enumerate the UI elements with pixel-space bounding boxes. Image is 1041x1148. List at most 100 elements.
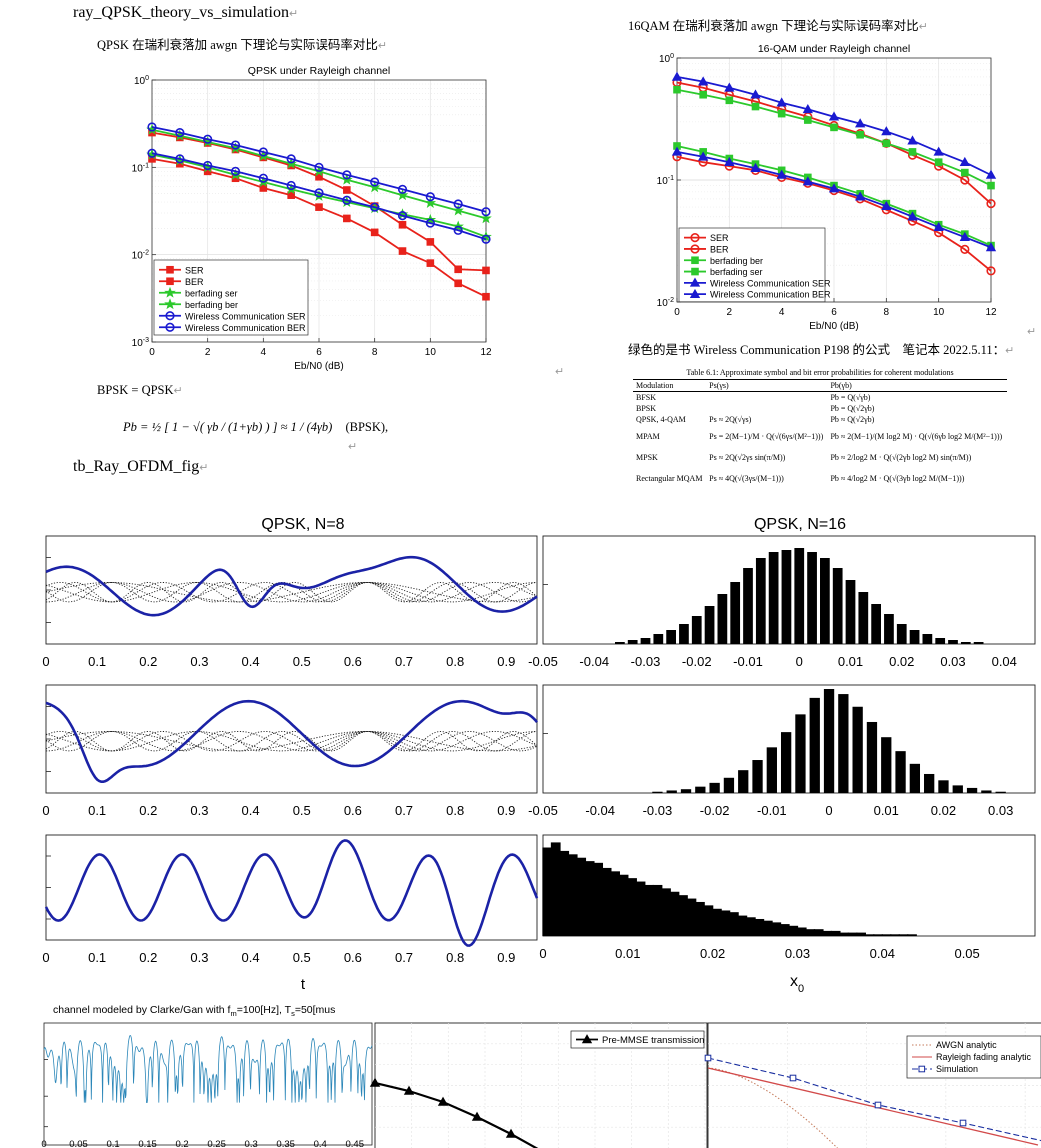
data-point <box>342 170 352 180</box>
histogram-bar <box>703 905 714 936</box>
x-tick-label: 0 <box>149 347 155 358</box>
data-point <box>481 207 491 217</box>
data-point <box>259 184 268 192</box>
histogram-bar <box>695 901 705 936</box>
x-tick-label: 0.5 <box>293 654 311 669</box>
data-point <box>369 1077 381 1087</box>
histogram-bar <box>881 934 892 936</box>
legend-label: Simulation <box>936 1064 978 1074</box>
legend-label: Wireless Communication BER <box>710 290 831 300</box>
histogram-bar <box>856 932 866 936</box>
x-tick-label: -0.02 <box>700 803 730 818</box>
x-tick-label: 0.4 <box>242 654 260 669</box>
legend-marker <box>689 288 701 298</box>
x-tick-label: 0.2 <box>175 1139 188 1148</box>
table-6-1: Table 6.1: Approximate symbol and bit er… <box>633 368 1007 498</box>
y-tick-label: 10-3 <box>132 337 149 349</box>
legend-marker <box>581 1034 593 1044</box>
histogram-bar <box>866 721 878 793</box>
return-mark: ↵ <box>377 40 388 52</box>
subcarrier-trace <box>45 581 538 603</box>
x-tick-label: 0.02 <box>700 946 725 961</box>
data-point <box>426 259 435 267</box>
envelope-trace <box>45 699 538 783</box>
histogram-bar <box>909 763 921 793</box>
data-point <box>985 169 997 179</box>
histogram-bar <box>730 582 741 644</box>
data-point <box>908 148 917 156</box>
y-tick-label: 10-1 <box>132 162 149 174</box>
histogram-bar <box>973 642 984 644</box>
data-point <box>471 1111 483 1121</box>
subcarrier-trace <box>45 730 538 752</box>
x-tick-label: 0.9 <box>497 803 515 818</box>
data-point <box>203 160 213 171</box>
x-tick-label: 0.3 <box>190 950 208 965</box>
data-point <box>830 123 838 132</box>
legend-marker <box>691 256 699 265</box>
histogram-bar <box>909 630 920 644</box>
data-point <box>342 195 352 205</box>
x-tick-label: 0 <box>674 307 680 318</box>
x-tick-label: 0.03 <box>988 803 1013 818</box>
data-point <box>425 192 435 202</box>
histogram-bar <box>890 934 900 936</box>
x-axis-label: Eb/N0 (dB) <box>809 321 858 332</box>
note-text: 绿色的是书 Wireless Communication P198 的公式 笔记… <box>628 343 1006 357</box>
x-tick-label: 0.6 <box>344 654 362 669</box>
legend-label: berfading ser <box>185 288 238 298</box>
doc-heading-ofdm: tb_Ray_OFDM_fig↵ <box>73 458 208 476</box>
data-point <box>776 97 787 107</box>
histogram-bar <box>938 780 949 793</box>
data-point <box>960 244 970 254</box>
table-header-row: Modulation Ps(γs) Pb(γb) <box>633 379 1007 392</box>
doc-heading-theory-vs-simulation: ray_QPSK_theory_vs_simulation↵ <box>73 4 298 22</box>
modulation-table: Modulation Ps(γs) Pb(γb) BFSK Pb = Q(√γb)… <box>633 379 1007 489</box>
histogram-bar <box>796 927 807 936</box>
x-tick-label: 0 <box>42 950 49 965</box>
histogram-bar <box>807 552 817 644</box>
histogram-bar <box>805 929 816 936</box>
data-point <box>315 203 323 211</box>
data-point <box>454 265 462 274</box>
x-tick-label: 8 <box>884 307 890 318</box>
subplot-title: QPSK, N=16 <box>754 516 846 533</box>
legend-marker <box>166 277 174 286</box>
data-point <box>907 135 918 145</box>
table-row: BFSK Pb = Q(√γb) <box>633 392 1007 404</box>
channel-title: channel modeled by Clarke/Gan with fm=10… <box>53 1004 335 1018</box>
histogram-bar <box>717 594 728 644</box>
heading-text: tb_Ray_OFDM_fig <box>73 458 200 475</box>
x-tick-label: 0.2 <box>139 803 157 818</box>
data-point <box>959 156 970 166</box>
data-point <box>704 1054 712 1062</box>
x-tick-label: 0.35 <box>276 1139 295 1148</box>
x-axis-label: t <box>301 976 306 993</box>
return-mark: ↵ <box>555 366 565 378</box>
legend-label: Wireless Communication SER <box>185 311 306 321</box>
histogram-bar <box>884 614 894 644</box>
legend-marker <box>690 233 700 243</box>
histogram-bar <box>896 624 907 644</box>
histogram-bar <box>781 550 792 644</box>
x-tick-label: 0.1 <box>88 654 106 669</box>
data-point <box>933 146 944 156</box>
data-point <box>802 103 813 114</box>
histogram-bar <box>542 847 553 936</box>
x-tick-label: 2 <box>205 347 211 358</box>
legend-label: Rayleigh fading analytic <box>936 1052 1032 1062</box>
table-cell: BFSK <box>636 393 657 402</box>
x-axis-label: x0 <box>790 973 804 995</box>
x-tick-label: 0.5 <box>293 803 311 818</box>
data-point <box>959 231 970 241</box>
x-tick-label: 0.1 <box>88 950 106 965</box>
legend-label: Pre-MMSE transmission <box>602 1035 704 1046</box>
series-wireless-communication-ber <box>147 148 491 244</box>
x-tick-label: 0.4 <box>314 1139 327 1148</box>
legend-marker <box>164 286 176 298</box>
series-line <box>151 126 487 213</box>
histogram-bar <box>737 915 748 936</box>
x-tick-label: 2 <box>727 307 733 318</box>
histogram-bar <box>762 920 773 936</box>
